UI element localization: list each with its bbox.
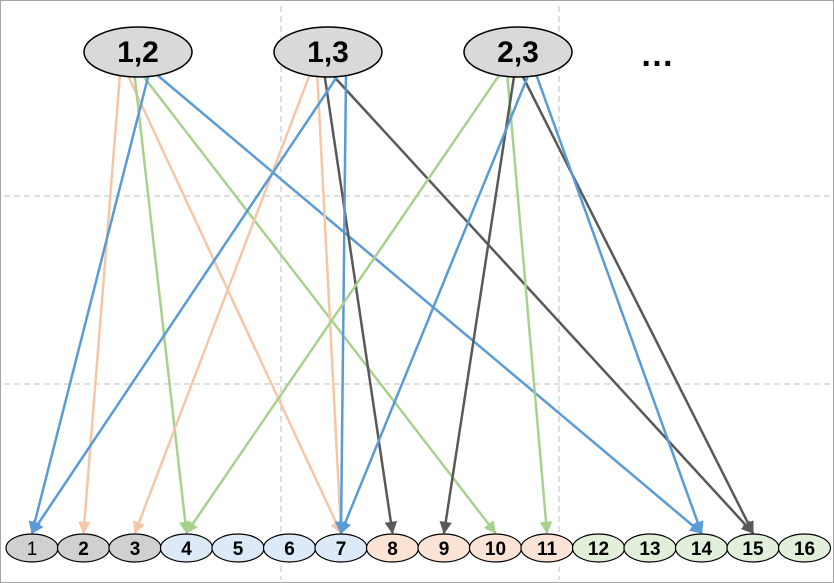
edge-2-3-to-11 [505, 73, 553, 535]
target-node-label: 7 [336, 539, 347, 560]
target-node-7: 7 [314, 533, 368, 563]
target-node-14: 14 [674, 533, 729, 563]
edge-2-3-to-4 [185, 73, 502, 535]
edge-1-3-to-1 [30, 73, 340, 535]
target-node-1: 1 [5, 533, 59, 563]
edge-layer [28, 73, 755, 535]
pair-node-1-3: 1,3 [273, 26, 383, 78]
edge-1-2-to-2 [78, 73, 122, 535]
target-node-15: 15 [726, 533, 780, 563]
target-node-11: 11 [520, 533, 574, 563]
target-node-label: 1 [27, 539, 38, 560]
target-node-8: 8 [365, 533, 420, 563]
target-node-label: 2 [78, 539, 89, 560]
edge-1-2-to-1 [28, 73, 151, 535]
target-node-12: 12 [571, 533, 626, 563]
target-node-3: 3 [108, 533, 162, 563]
edge-1-2-to-4 [133, 73, 192, 535]
target-node-label: 8 [387, 539, 398, 560]
edge-1-3-to-3 [133, 73, 312, 535]
pair-node-1-2: 1,2 [83, 26, 193, 78]
target-node-6: 6 [262, 533, 317, 563]
pair-node-2-3: 2,3 [463, 26, 573, 78]
edge-2-3-to-7 [339, 73, 530, 535]
target-node-label: 9 [439, 539, 450, 560]
target-node-label: 15 [742, 539, 764, 560]
target-node-13: 13 [623, 533, 677, 563]
pair-node-label: 2,3 [497, 36, 539, 69]
pair-node-layer: 1,2 1,3 2,3 [83, 26, 573, 78]
edge-2-3-to-15 [520, 73, 755, 535]
pair-node-label: 1,3 [307, 36, 349, 69]
pair-node-label: 1,2 [117, 36, 159, 69]
edge-1-2-to-14 [155, 73, 703, 534]
edge-2-3-to-14 [534, 73, 704, 535]
target-node-9: 9 [417, 533, 471, 563]
target-node-label: 10 [485, 539, 506, 560]
target-node-label: 5 [233, 539, 244, 560]
target-node-label: 12 [588, 539, 609, 560]
target-node-16: 16 [777, 533, 832, 563]
target-node-2: 2 [56, 533, 111, 563]
target-node-label: 13 [639, 539, 660, 560]
target-node-label: 4 [181, 539, 192, 560]
target-node-label: 3 [130, 539, 141, 560]
target-node-label: 14 [691, 539, 713, 560]
target-node-label: 6 [284, 539, 295, 560]
target-node-label: 16 [794, 539, 815, 560]
edge-1-3-to-8 [323, 73, 398, 535]
target-node-5: 5 [211, 533, 265, 563]
edge-1-3-to-7 [315, 73, 347, 535]
more-pairs-ellipsis: … [640, 36, 674, 74]
edge-1-3-to-15 [330, 73, 754, 534]
target-node-label: 11 [537, 539, 558, 560]
edge-1-2-to-7 [126, 73, 343, 535]
target-node-4: 4 [159, 533, 214, 563]
edge-2-3-to-9 [439, 73, 516, 535]
target-node-layer: 1 2 3 4 5 6 7 8 9 10 11 12 13 14 15 16 [5, 533, 832, 563]
target-node-10: 10 [468, 533, 523, 563]
edge-1-2-to-10 [140, 73, 497, 534]
